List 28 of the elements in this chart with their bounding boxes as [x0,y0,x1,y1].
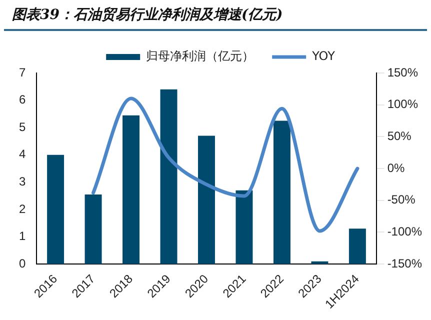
bar [160,89,178,264]
bar [84,194,102,264]
y-tick-label: 4 [18,147,26,162]
bar [122,115,140,264]
y2-tick-label: -50% [387,192,416,207]
bar [273,120,290,264]
y2-tick-label: 50% [387,129,412,144]
bar [47,154,64,264]
y-tick-label: 7 [18,65,26,80]
y-tick-label: 6 [18,92,26,107]
y2-tick-label: 0% [387,160,405,175]
y2-tick-label: -150% [387,256,422,270]
y2-tick-label: 100% [387,97,418,112]
y-tick-label: 5 [18,120,26,134]
bar [311,261,328,264]
line-series [92,96,360,233]
bar [198,136,215,264]
y2-tick-label: 150% [387,65,418,80]
y-tick-label: 1 [18,229,26,244]
bar [348,228,366,264]
legend-label: 归母净利润（亿元） [146,49,254,64]
bar [236,190,253,264]
y-tick-label: 2 [18,202,26,216]
y2-tick-label: -100% [387,224,422,239]
chart-title: 图表39：石油贸易行业净利润及增速(亿元) [4,0,427,31]
y-tick-label: 0 [18,256,26,270]
legend-label: YOY [311,49,336,64]
y-tick-label: 3 [18,174,26,189]
